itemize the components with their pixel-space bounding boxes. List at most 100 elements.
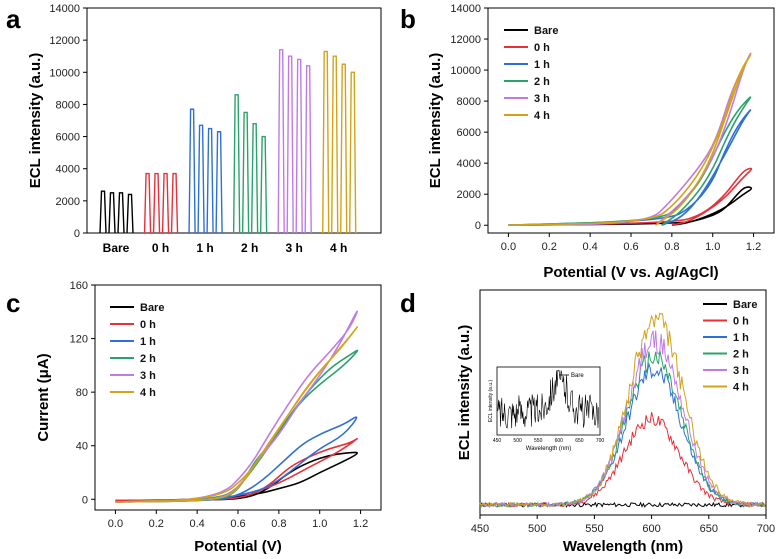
- cv-curve: [115, 326, 358, 503]
- inset-x-tick-label: 700: [596, 438, 605, 444]
- pulse-bar: [188, 108, 196, 234]
- x-tick-label: 1.2: [353, 518, 368, 530]
- x-tick-label: 450: [471, 523, 489, 535]
- pulse-bar: [215, 131, 223, 234]
- y-tick-label: 0: [74, 228, 80, 240]
- inset-y-label: ECL intensity (a.u.): [488, 380, 494, 423]
- pulse-bar: [340, 63, 348, 234]
- spectrum-curve: [479, 312, 766, 509]
- legend-entry: 3 h: [534, 93, 550, 105]
- pulse-bar: [108, 192, 116, 234]
- x-tick-label: 650: [700, 523, 718, 535]
- pulse-bar: [304, 65, 312, 234]
- pulse-bar: [99, 190, 107, 234]
- y-tick-label: 8000: [457, 96, 481, 108]
- category-label: Bare: [103, 241, 130, 255]
- x-tick-label: 0.8: [664, 241, 679, 253]
- y-tick-label: 8000: [56, 99, 80, 111]
- x-tick-label: 700: [757, 523, 775, 535]
- pulse-bar: [277, 49, 285, 234]
- pulse-bar: [126, 193, 134, 234]
- y-axis-label: ECL intensity (a.u.): [456, 325, 473, 461]
- pulse-bar: [232, 94, 241, 234]
- y-tick-label: 12000: [49, 35, 80, 47]
- legend-entry: 1 h: [534, 59, 550, 71]
- y-tick-label: 4000: [457, 158, 481, 170]
- panel-c: 0.0 0.2 0.4 0.6 0.8 1.0 1.2 0 40 80 120 160 Current …: [35, 280, 382, 555]
- y-tick-label: 12000: [450, 34, 481, 46]
- y-tick-label: 10000: [49, 67, 80, 79]
- spectrum-curve: [479, 330, 766, 508]
- pulse-bar: [349, 71, 357, 234]
- legend-entry: 2 h: [140, 353, 156, 365]
- panel-b: 0.0 0.2 0.4 0.6 0.8 1.0 1.2 0 2000 4000 6000 8000 10…: [427, 3, 775, 281]
- pulse-bar: [259, 135, 268, 234]
- x-tick-label: 0.8: [271, 518, 286, 530]
- inset: 450 500 550 600 650 700 Wavelength (nm) ECL int…: [488, 366, 605, 452]
- category-label: 3 h: [286, 241, 303, 255]
- x-axis-label: Potential (V vs. Ag/AgCl): [543, 264, 718, 281]
- inset-x-tick-label: 600: [555, 438, 564, 444]
- x-tick-label: 0.2: [149, 518, 164, 530]
- inset-x-label: Wavelength (nm): [526, 446, 571, 452]
- y-tick-label: 2000: [56, 196, 80, 208]
- x-tick-label: 0.0: [108, 518, 123, 530]
- x-tick-label: 0.6: [230, 518, 245, 530]
- panel-d: 450 500 550 600 650 700 ECL intensity (a.u.) Wa…: [456, 289, 775, 555]
- category-label: 4 h: [330, 241, 347, 255]
- panel-a: 0 2000 4000 6000 8000 10000 12000 14000 ECL inte…: [27, 3, 382, 255]
- pulse-bar: [170, 172, 179, 234]
- legend-entry: 2 h: [733, 349, 749, 361]
- inset-x-tick-label: 650: [575, 438, 584, 444]
- panel-label: d: [400, 288, 416, 318]
- cv-curve: [115, 416, 358, 503]
- x-tick-label: 0.2: [542, 241, 557, 253]
- pulse-bar: [143, 172, 152, 234]
- legend-entry: 1 h: [140, 336, 156, 348]
- pulse-bar: [152, 172, 161, 234]
- inset-spectrum: [497, 369, 599, 429]
- x-tick-label: 0.0: [501, 241, 516, 253]
- y-tick-label: 0: [82, 494, 88, 506]
- legend-entry: 1 h: [733, 332, 749, 344]
- y-tick-label: 14000: [450, 3, 481, 15]
- legend-entry: Bare: [733, 299, 757, 311]
- y-tick-label: 160: [70, 280, 88, 292]
- category-label: 2 h: [241, 241, 258, 255]
- x-tick-label: 550: [585, 523, 603, 535]
- inset-frame: [496, 366, 601, 436]
- inset-x-tick-label: 550: [534, 438, 543, 444]
- x-tick-label: 600: [642, 523, 660, 535]
- y-tick-label: 6000: [457, 127, 481, 139]
- legend-entry: Bare: [140, 302, 164, 314]
- ecl-curve: [508, 54, 752, 226]
- plot-frame: [479, 289, 767, 516]
- y-tick-label: 2000: [457, 189, 481, 201]
- pulse-bar: [197, 124, 205, 234]
- x-tick-label: 1.0: [312, 518, 327, 530]
- panel-label: a: [6, 4, 21, 34]
- y-axis-label: ECL intensity (a.u.): [427, 53, 444, 189]
- legend-entry: 3 h: [733, 365, 749, 377]
- pulse-bar: [117, 192, 125, 234]
- x-tick-label: 1.2: [746, 241, 761, 253]
- y-tick-label: 120: [70, 334, 88, 346]
- pulse-bar: [250, 123, 259, 234]
- x-tick-label: 1.0: [705, 241, 720, 253]
- y-axis-label: Current (μA): [35, 353, 52, 441]
- pulse-bar: [322, 50, 330, 234]
- pulse-bar: [331, 55, 339, 234]
- legend-entry: 4 h: [733, 382, 749, 394]
- panel-label: c: [6, 288, 20, 318]
- legend-entry: 0 h: [733, 316, 749, 328]
- pulse-bar: [295, 58, 303, 234]
- pulse-bar: [161, 172, 170, 234]
- legend-entry: 2 h: [534, 76, 550, 88]
- inset-legend-entry: Bare: [571, 373, 584, 379]
- y-tick-label: 6000: [56, 132, 80, 144]
- x-tick-label: 500: [528, 523, 546, 535]
- pulse-bar: [206, 127, 214, 234]
- y-tick-label: 10000: [450, 65, 481, 77]
- legend-entry: 0 h: [140, 319, 156, 331]
